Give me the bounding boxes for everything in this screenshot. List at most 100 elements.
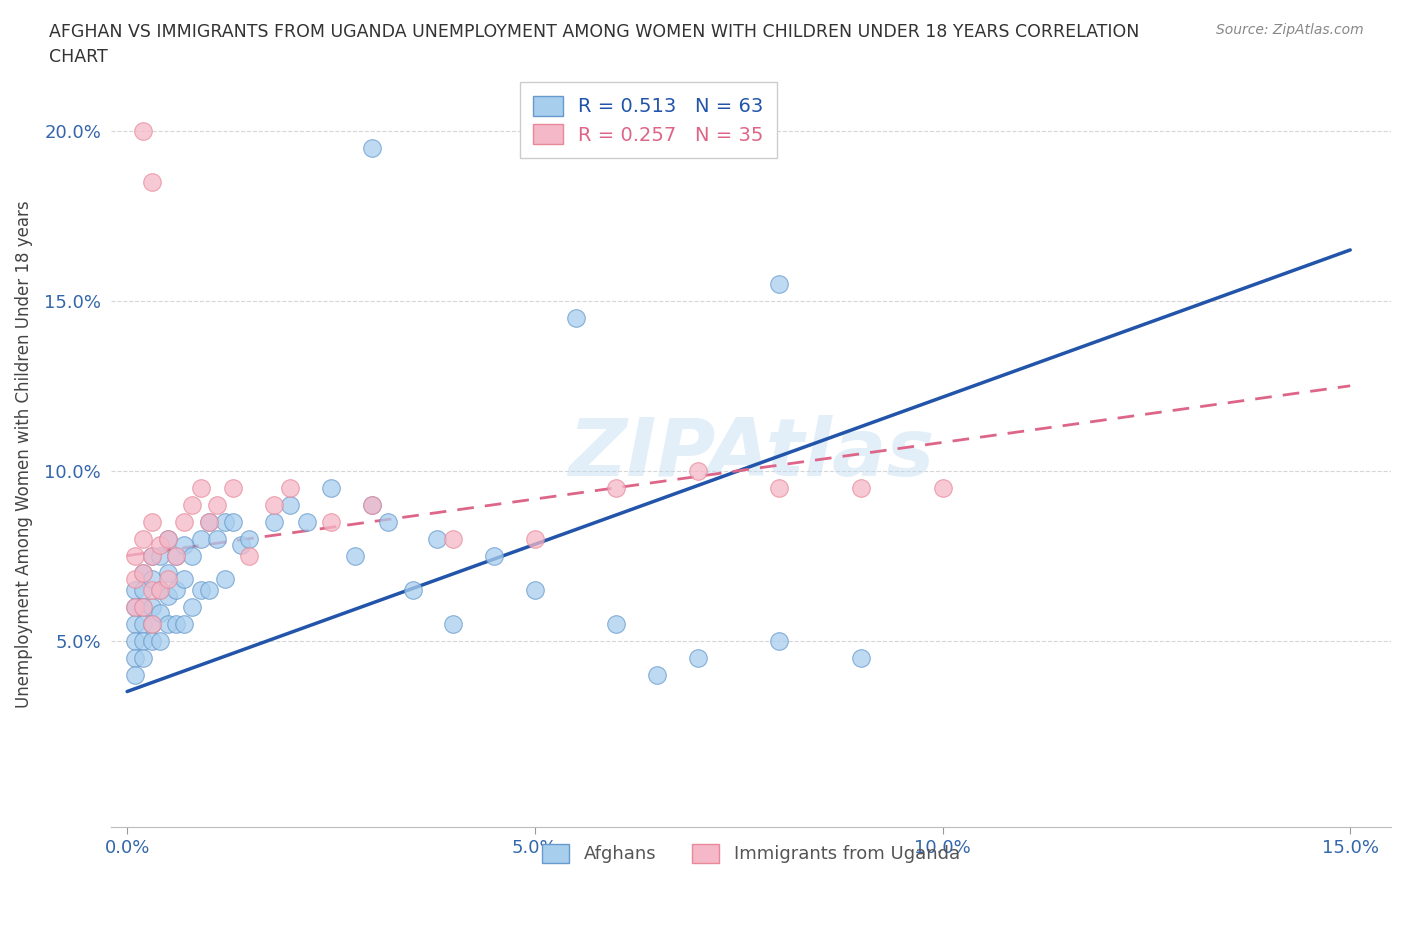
Point xyxy=(132,650,155,665)
Point xyxy=(132,124,155,139)
Point xyxy=(849,650,872,665)
Point xyxy=(165,548,187,563)
Point xyxy=(768,276,790,291)
Point xyxy=(124,582,146,597)
Point xyxy=(156,617,179,631)
Point xyxy=(197,514,219,529)
Point xyxy=(181,599,204,614)
Point xyxy=(360,498,382,512)
Point xyxy=(686,650,709,665)
Point xyxy=(181,548,204,563)
Point xyxy=(205,498,228,512)
Legend: Afghans, Immigrants from Uganda: Afghans, Immigrants from Uganda xyxy=(534,837,967,870)
Point xyxy=(173,617,195,631)
Point xyxy=(441,617,464,631)
Point xyxy=(605,617,627,631)
Point xyxy=(156,589,179,604)
Point xyxy=(173,538,195,553)
Point xyxy=(295,514,318,529)
Point xyxy=(124,572,146,587)
Point xyxy=(319,480,342,495)
Point xyxy=(132,633,155,648)
Point xyxy=(263,514,285,529)
Point xyxy=(124,633,146,648)
Point xyxy=(149,538,172,553)
Point xyxy=(141,548,163,563)
Point xyxy=(149,582,172,597)
Point xyxy=(222,480,245,495)
Point xyxy=(686,463,709,478)
Y-axis label: Unemployment Among Women with Children Under 18 years: Unemployment Among Women with Children U… xyxy=(15,200,32,708)
Point xyxy=(931,480,953,495)
Point xyxy=(165,548,187,563)
Point xyxy=(278,498,301,512)
Point xyxy=(768,480,790,495)
Point xyxy=(165,617,187,631)
Point xyxy=(173,572,195,587)
Point xyxy=(132,599,155,614)
Point xyxy=(165,582,187,597)
Point xyxy=(132,617,155,631)
Point xyxy=(141,599,163,614)
Point xyxy=(278,480,301,495)
Point xyxy=(132,565,155,580)
Point xyxy=(645,667,668,682)
Point xyxy=(156,531,179,546)
Point xyxy=(156,531,179,546)
Text: AFGHAN VS IMMIGRANTS FROM UGANDA UNEMPLOYMENT AMONG WOMEN WITH CHILDREN UNDER 18: AFGHAN VS IMMIGRANTS FROM UGANDA UNEMPLO… xyxy=(49,23,1140,66)
Text: Source: ZipAtlas.com: Source: ZipAtlas.com xyxy=(1216,23,1364,37)
Point xyxy=(214,572,236,587)
Point xyxy=(197,514,219,529)
Point xyxy=(360,498,382,512)
Point xyxy=(190,531,212,546)
Point xyxy=(190,480,212,495)
Point xyxy=(181,498,204,512)
Point xyxy=(190,582,212,597)
Point xyxy=(605,480,627,495)
Point xyxy=(222,514,245,529)
Point xyxy=(401,582,423,597)
Point xyxy=(231,538,253,553)
Text: ZIPAtlas: ZIPAtlas xyxy=(568,415,934,493)
Point xyxy=(426,531,449,546)
Point xyxy=(141,572,163,587)
Point xyxy=(132,599,155,614)
Point xyxy=(149,606,172,621)
Point xyxy=(768,633,790,648)
Point xyxy=(141,617,163,631)
Point xyxy=(149,548,172,563)
Point xyxy=(141,175,163,190)
Point xyxy=(124,617,146,631)
Point xyxy=(173,514,195,529)
Point xyxy=(344,548,367,563)
Point xyxy=(214,514,236,529)
Point xyxy=(141,582,163,597)
Point xyxy=(132,582,155,597)
Point xyxy=(377,514,399,529)
Point xyxy=(156,565,179,580)
Point xyxy=(124,548,146,563)
Point xyxy=(523,531,546,546)
Point xyxy=(564,311,586,325)
Point xyxy=(141,514,163,529)
Point xyxy=(132,565,155,580)
Point xyxy=(141,633,163,648)
Point xyxy=(141,548,163,563)
Point xyxy=(360,140,382,155)
Point xyxy=(124,667,146,682)
Point xyxy=(124,599,146,614)
Point xyxy=(441,531,464,546)
Point xyxy=(141,617,163,631)
Point xyxy=(156,572,179,587)
Point xyxy=(263,498,285,512)
Point xyxy=(238,531,260,546)
Point xyxy=(197,582,219,597)
Point xyxy=(849,480,872,495)
Point xyxy=(132,531,155,546)
Point xyxy=(149,582,172,597)
Point xyxy=(205,531,228,546)
Point xyxy=(482,548,505,563)
Point xyxy=(124,650,146,665)
Point xyxy=(149,633,172,648)
Point xyxy=(238,548,260,563)
